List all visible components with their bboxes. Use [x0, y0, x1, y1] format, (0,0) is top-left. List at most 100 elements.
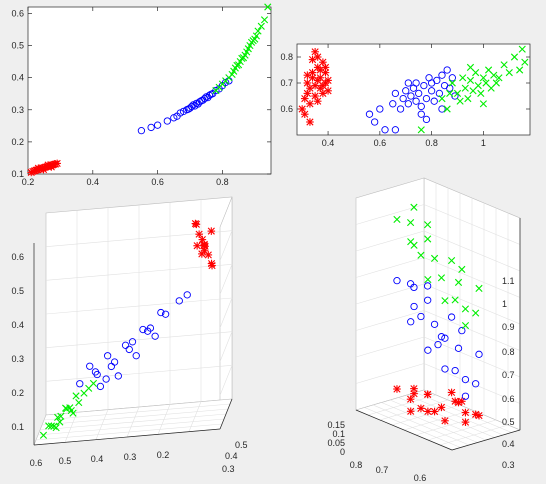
data-point-red — [200, 240, 209, 249]
marker-circle — [107, 362, 116, 371]
marker-circle — [125, 345, 133, 354]
z-tick-label: 0.5 — [11, 286, 24, 296]
data-point-red — [406, 395, 415, 404]
x-tick-label: 0.6 — [374, 138, 387, 148]
data-point-blue — [438, 71, 446, 79]
marker-x-stroke — [479, 100, 487, 108]
data-point-green — [437, 274, 446, 282]
data-point-red — [306, 100, 314, 108]
marker-x-stroke — [75, 398, 83, 407]
marker-circle — [153, 121, 162, 129]
data-point-blue — [437, 333, 446, 341]
z-tick-label: 0.4 — [11, 320, 24, 330]
marker-x-stroke — [495, 74, 503, 82]
z-tick-label: 0.3 — [502, 460, 515, 470]
data-point-green — [233, 61, 241, 70]
marker-x-stroke — [466, 76, 475, 84]
marker-circle — [381, 126, 389, 134]
x-tick-label: 0.4 — [87, 177, 100, 187]
marker-x-stroke — [454, 278, 463, 286]
marker-circle — [410, 302, 418, 311]
data-point-blue — [441, 365, 449, 373]
data-point-red — [430, 407, 439, 416]
z-tick-label: 0.1 — [11, 422, 24, 432]
marker-x-stroke — [472, 69, 480, 77]
data-point-red — [461, 408, 470, 417]
data-point-blue — [443, 66, 451, 74]
data-point-red — [191, 219, 200, 228]
data-point-green — [479, 74, 487, 82]
data-point-green — [451, 296, 459, 304]
data-point-green — [264, 3, 272, 11]
data-point-blue — [407, 318, 415, 326]
marker-x-stroke — [477, 89, 485, 97]
data-point-blue — [410, 302, 418, 311]
data-point-red — [424, 407, 432, 416]
marker-circle — [458, 326, 466, 335]
x-tick-label: 0.6 — [151, 177, 164, 187]
marker-circle — [420, 81, 428, 90]
grid-line — [439, 424, 509, 446]
marker-x-stroke — [500, 61, 508, 69]
data-point-green — [458, 265, 466, 273]
data-point-green — [254, 27, 262, 35]
data-point-green — [56, 418, 64, 426]
y-tick-label: 0.4 — [225, 451, 238, 461]
data-point-blue — [404, 100, 412, 108]
z-tick-label: 0.7 — [502, 370, 515, 380]
data-point-green — [438, 95, 446, 103]
marker-circle — [207, 90, 215, 99]
marker-circle — [147, 123, 155, 132]
marker-x-stroke — [490, 71, 498, 79]
data-point-blue — [376, 105, 384, 113]
marker-x-stroke — [430, 254, 439, 262]
data-point-blue — [175, 297, 183, 305]
marker-x-stroke — [443, 105, 451, 113]
z-tick-label: 1.1 — [502, 276, 515, 286]
data-point-green — [260, 16, 269, 24]
x-tick-label: 0.7 — [376, 465, 389, 475]
marker-x-stroke — [407, 218, 415, 227]
marker-circle — [402, 87, 410, 95]
marker-x-stroke — [472, 309, 480, 317]
axis-line — [219, 398, 233, 430]
data-point-green — [490, 71, 498, 79]
data-point-green — [466, 76, 475, 84]
marker-x-stroke — [492, 79, 500, 87]
data-point-blue — [399, 94, 407, 103]
data-point-green — [477, 89, 485, 97]
grid-line — [423, 257, 521, 298]
data-point-blue — [433, 76, 441, 85]
data-point-blue — [423, 282, 432, 290]
data-point-green — [252, 32, 261, 40]
marker-circle — [139, 325, 147, 334]
axis-line — [355, 409, 453, 451]
grid-line — [219, 230, 233, 261]
marker-x-stroke — [424, 275, 432, 284]
marker-x-stroke — [56, 418, 64, 426]
marker-circle — [391, 89, 400, 98]
x-tick-label: 0.8 — [350, 460, 363, 470]
data-point-blue — [458, 326, 466, 335]
data-point-green — [72, 392, 80, 400]
marker-x-stroke — [518, 45, 526, 53]
marker-x-stroke — [475, 284, 483, 292]
marker-x-stroke — [52, 424, 60, 432]
marker-x-stroke — [67, 406, 75, 415]
marker-circle — [151, 332, 159, 340]
marker-circle — [137, 126, 146, 135]
y-tick-label: 0.5 — [235, 440, 248, 450]
marker-circle — [86, 362, 94, 370]
data-point-blue — [161, 310, 170, 318]
marker-circle — [438, 105, 446, 113]
data-point-blue — [441, 334, 449, 342]
y-tick-label: 0.05 — [327, 438, 345, 448]
data-point-green — [410, 203, 418, 211]
marker-circle — [128, 338, 137, 346]
marker-circle — [461, 392, 470, 400]
data-point-blue — [391, 89, 400, 98]
marker-circle — [475, 350, 483, 358]
y-tick-label: 0.1 — [11, 169, 24, 179]
data-point-blue — [402, 87, 410, 95]
